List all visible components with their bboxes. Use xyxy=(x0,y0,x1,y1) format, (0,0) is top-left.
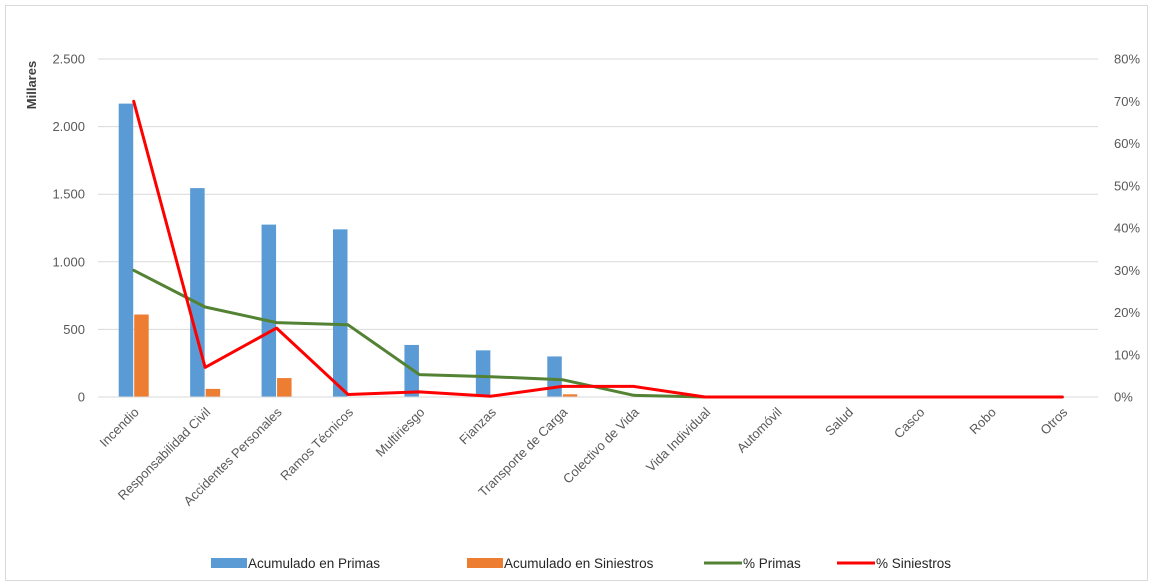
legend-label: Acumulado en Primas xyxy=(248,556,380,571)
bar-siniestros xyxy=(562,394,578,397)
y2-tick-label: 10% xyxy=(1114,347,1140,362)
category-label: Colectivo de Vida xyxy=(560,404,643,487)
bar-primas xyxy=(333,229,348,397)
y2-tick-label: 20% xyxy=(1114,305,1140,320)
y-tick-label: 1.500 xyxy=(52,187,85,202)
legend-swatch xyxy=(467,558,503,568)
y2-tick-label: 40% xyxy=(1114,221,1140,236)
y2-tick-label: 30% xyxy=(1114,263,1140,278)
legend-label: % Siniestros xyxy=(876,556,951,571)
category-label: Incendio xyxy=(96,405,141,450)
y-axis-title: Millares xyxy=(24,61,39,109)
category-label: Multiriesgo xyxy=(372,405,427,460)
y-tick-label: 500 xyxy=(63,322,85,337)
line-siniestros xyxy=(132,99,1064,399)
bar-primas xyxy=(261,224,277,397)
legend-label: % Primas xyxy=(743,556,801,571)
y-tick-label: 0 xyxy=(78,390,85,405)
y2-tick-label: 80% xyxy=(1114,52,1140,67)
legend-label: Acumulado en Siniestros xyxy=(504,556,654,571)
category-label: Casco xyxy=(891,405,928,442)
category-label: Ramos Técnicos xyxy=(277,404,356,483)
bar-siniestros xyxy=(277,378,292,397)
category-label: Salud xyxy=(822,405,856,439)
bar-primas xyxy=(547,356,562,397)
category-label: Otros xyxy=(1037,404,1070,437)
y2-tick-label: 50% xyxy=(1114,178,1140,193)
y-tick-label: 2.500 xyxy=(52,52,85,67)
bar-primas xyxy=(475,350,491,397)
y2-tick-label: 0% xyxy=(1114,390,1133,405)
category-label: Automóvil xyxy=(734,404,785,455)
category-label: Fianzas xyxy=(456,404,499,447)
bar-primas xyxy=(190,188,205,397)
y-tick-label: 2.000 xyxy=(52,119,85,134)
bar-primas xyxy=(118,103,134,397)
bar-siniestros xyxy=(134,314,149,397)
y2-tick-label: 70% xyxy=(1114,94,1140,109)
bar-siniestros xyxy=(205,388,221,397)
y2-tick-label: 60% xyxy=(1114,136,1140,151)
y-tick-label: 1.000 xyxy=(52,254,85,269)
category-label: Robo xyxy=(966,405,999,438)
legend-swatch xyxy=(211,558,247,568)
category-label: Vida Individual xyxy=(643,404,713,474)
